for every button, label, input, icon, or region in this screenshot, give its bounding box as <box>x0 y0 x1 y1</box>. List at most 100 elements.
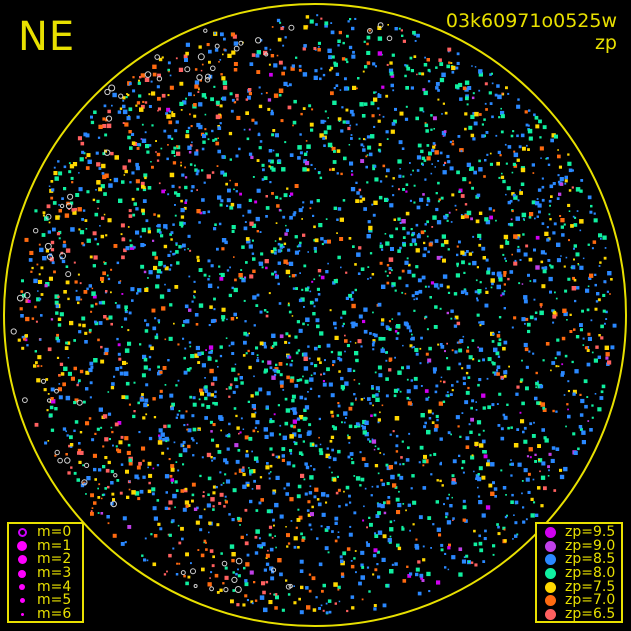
star-marker <box>83 132 88 137</box>
star-marker <box>525 244 529 248</box>
star-marker <box>117 421 122 425</box>
star-marker <box>338 30 342 35</box>
star-marker <box>292 425 296 429</box>
star-marker <box>48 185 51 187</box>
star-marker <box>465 96 469 101</box>
star-marker <box>225 388 228 390</box>
star-marker <box>351 113 355 117</box>
star-marker <box>354 351 359 356</box>
star-marker <box>54 300 59 305</box>
star-marker <box>245 481 250 486</box>
star-marker <box>436 527 441 532</box>
star-marker <box>572 432 576 436</box>
star-marker <box>308 104 312 108</box>
star-marker <box>465 292 469 296</box>
star-marker <box>298 64 302 68</box>
star-marker <box>135 162 139 167</box>
unmeasured-star-marker <box>105 115 113 122</box>
star-marker <box>309 377 314 382</box>
star-marker <box>203 508 206 511</box>
star-marker <box>274 502 279 508</box>
star-marker <box>248 92 252 96</box>
star-marker <box>401 291 404 294</box>
star-marker <box>347 126 351 131</box>
star-marker <box>435 384 439 388</box>
star-marker <box>304 379 309 384</box>
star-marker <box>474 290 478 294</box>
star-marker <box>203 541 205 544</box>
star-marker <box>461 412 464 414</box>
star-marker <box>155 140 157 142</box>
star-marker <box>55 311 59 315</box>
star-marker <box>332 160 337 164</box>
star-marker <box>209 577 211 579</box>
star-marker <box>105 317 109 321</box>
star-marker <box>558 192 562 196</box>
star-marker <box>81 316 86 321</box>
star-marker <box>219 345 223 349</box>
star-marker <box>237 449 241 452</box>
star-marker <box>605 310 608 314</box>
star-marker <box>36 263 39 266</box>
star-marker <box>310 163 313 166</box>
star-marker <box>40 314 43 317</box>
star-marker <box>447 291 451 294</box>
star-marker <box>168 458 171 461</box>
star-marker <box>124 310 128 314</box>
star-marker <box>590 204 593 208</box>
star-marker <box>157 73 161 78</box>
star-marker <box>81 218 84 221</box>
star-marker <box>88 330 92 334</box>
star-marker <box>299 395 304 400</box>
star-marker <box>263 607 268 613</box>
unmeasured-star-marker <box>46 253 54 260</box>
star-marker <box>496 84 500 88</box>
star-marker <box>248 365 252 370</box>
star-marker <box>100 184 105 189</box>
star-marker <box>375 386 380 391</box>
star-marker <box>567 390 570 393</box>
star-marker <box>200 391 204 396</box>
star-marker <box>148 481 151 485</box>
star-marker <box>549 218 552 221</box>
star-marker <box>78 172 80 174</box>
star-marker <box>145 383 149 387</box>
star-marker <box>372 573 375 576</box>
star-marker <box>139 397 145 402</box>
star-marker <box>279 514 284 519</box>
star-marker <box>71 181 74 184</box>
star-marker <box>393 394 397 398</box>
star-marker <box>199 79 202 82</box>
star-marker <box>393 519 396 522</box>
star-marker <box>58 204 60 206</box>
star-marker <box>248 152 253 156</box>
star-marker <box>431 226 434 228</box>
star-marker <box>552 310 557 315</box>
star-marker <box>158 182 161 185</box>
star-marker <box>207 283 213 288</box>
star-marker <box>388 267 392 271</box>
star-marker <box>605 318 608 320</box>
star-marker <box>63 366 68 371</box>
star-marker <box>240 417 243 420</box>
star-marker <box>397 312 401 316</box>
star-marker <box>447 248 450 251</box>
star-marker <box>213 32 216 35</box>
star-marker <box>127 226 130 228</box>
star-marker <box>65 265 69 268</box>
unmeasured-star-marker <box>285 584 292 590</box>
star-marker <box>500 114 505 119</box>
star-marker <box>175 573 179 576</box>
star-marker <box>421 579 425 582</box>
star-marker <box>275 595 279 600</box>
star-marker <box>165 440 168 443</box>
star-marker <box>490 72 493 75</box>
star-marker <box>271 26 274 28</box>
star-marker <box>182 440 186 444</box>
star-marker <box>395 434 399 438</box>
star-marker <box>505 494 507 496</box>
star-marker <box>294 384 299 388</box>
star-marker <box>574 369 579 374</box>
star-marker <box>125 381 130 386</box>
star-marker <box>270 346 274 349</box>
